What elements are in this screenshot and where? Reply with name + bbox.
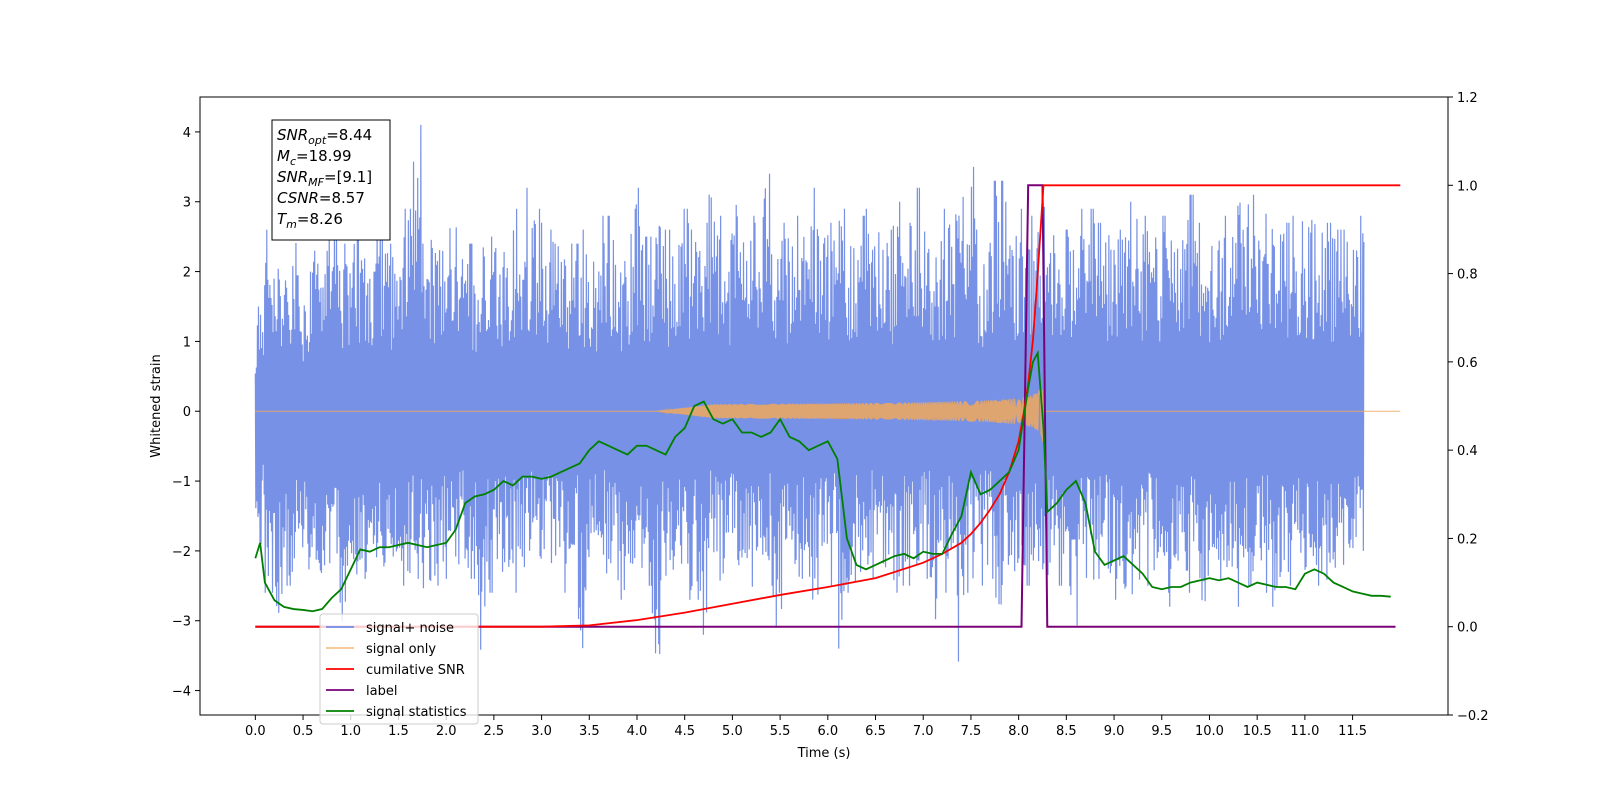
x-tick-label: 5.5 [770, 724, 791, 739]
x-tick-label: 10.5 [1243, 724, 1272, 739]
legend-frame [319, 613, 479, 725]
info-box-frame [271, 119, 391, 241]
y-axis-right: −0.2 0.0 0.2 0.4 0.6 0.8 1.0 1.2 [1448, 91, 1489, 724]
x-tick-label: 6.5 [865, 724, 886, 739]
x-tick-label: 3.5 [579, 724, 600, 739]
x-tick-label: 7.5 [961, 724, 982, 739]
y-tick-label: 2 [183, 266, 191, 281]
series-signal-statistics-line [254, 349, 1391, 613]
x-tick-label: 8.0 [1008, 724, 1029, 739]
info-line: SNRMF=[9.1] [277, 168, 372, 189]
legend-entry: cumilative SNR [366, 663, 465, 678]
x-tick-label: 7.0 [913, 724, 934, 739]
series-signal-noise-line [254, 124, 1365, 662]
y2-tick-label: −0.2 [1457, 709, 1489, 724]
x-axis-label: Time (s) [797, 746, 851, 761]
info-line: CSNR=8.57 [277, 189, 365, 207]
y2-tick-label: 1.2 [1457, 91, 1478, 106]
info-line: Tm=8.26 [277, 210, 343, 231]
legend: signal+ noise signal only cumilative SNR la… [319, 613, 479, 725]
series-cumulative-snr-line [255, 184, 1401, 628]
y-tick-label: −3 [172, 615, 191, 630]
x-tick-label: 0.5 [293, 724, 314, 739]
legend-entry: signal statistics [366, 705, 467, 720]
y-axis-label: Whitened strain [149, 354, 164, 457]
legend-entry: signal only [366, 642, 436, 657]
x-tick-label: 11.0 [1290, 724, 1319, 739]
y-tick-label: −2 [172, 545, 191, 560]
y-tick-label: 3 [183, 196, 191, 211]
y-tick-label: 1 [183, 335, 191, 350]
x-tick-label: 4.0 [627, 724, 648, 739]
y2-tick-label: 0.8 [1457, 268, 1478, 283]
y2-tick-label: 0.6 [1457, 356, 1478, 371]
y2-tick-label: 0.2 [1457, 532, 1478, 547]
y-tick-label: −1 [172, 475, 191, 490]
y-tick-label: 4 [183, 126, 191, 141]
series-layer [254, 124, 1401, 662]
x-tick-label: 5.0 [722, 724, 743, 739]
legend-entry: label [366, 684, 397, 699]
x-axis: 0.0 0.5 1.0 1.5 2.0 2.5 3.0 3.5 4.0 4.5 5.0 5.5 6.0 6… [245, 715, 1367, 739]
x-tick-label: 9.5 [1151, 724, 1172, 739]
x-tick-label: 1.0 [340, 724, 361, 739]
x-tick-label: 11.5 [1338, 724, 1367, 739]
x-tick-label: 10.0 [1195, 724, 1224, 739]
x-tick-label: 8.5 [1056, 724, 1077, 739]
y2-tick-label: 0.0 [1457, 621, 1478, 636]
info-line: SNRopt=8.44 [277, 126, 372, 147]
x-tick-label: 2.0 [436, 724, 457, 739]
x-tick-label: 1.5 [388, 724, 409, 739]
x-tick-label: 3.0 [531, 724, 552, 739]
x-tick-label: 4.5 [674, 724, 695, 739]
x-tick-label: 6.0 [817, 724, 838, 739]
plot-frame [199, 96, 1449, 716]
y-axis-left: −4 −3 −2 −1 0 1 2 3 4 [172, 126, 200, 700]
y2-tick-label: 1.0 [1457, 179, 1478, 194]
y-tick-label: −4 [172, 685, 191, 700]
series-signal-only-line [255, 388, 1401, 442]
info-line: Mc=18.99 [277, 147, 352, 168]
y-tick-label: 0 [183, 405, 191, 420]
x-tick-label: 2.5 [484, 724, 505, 739]
y2-tick-label: 0.4 [1457, 444, 1478, 459]
x-tick-label: 9.0 [1104, 724, 1125, 739]
x-tick-label: 0.0 [245, 724, 266, 739]
series-label-line [255, 184, 1396, 628]
legend-entry: signal+ noise [366, 621, 454, 636]
